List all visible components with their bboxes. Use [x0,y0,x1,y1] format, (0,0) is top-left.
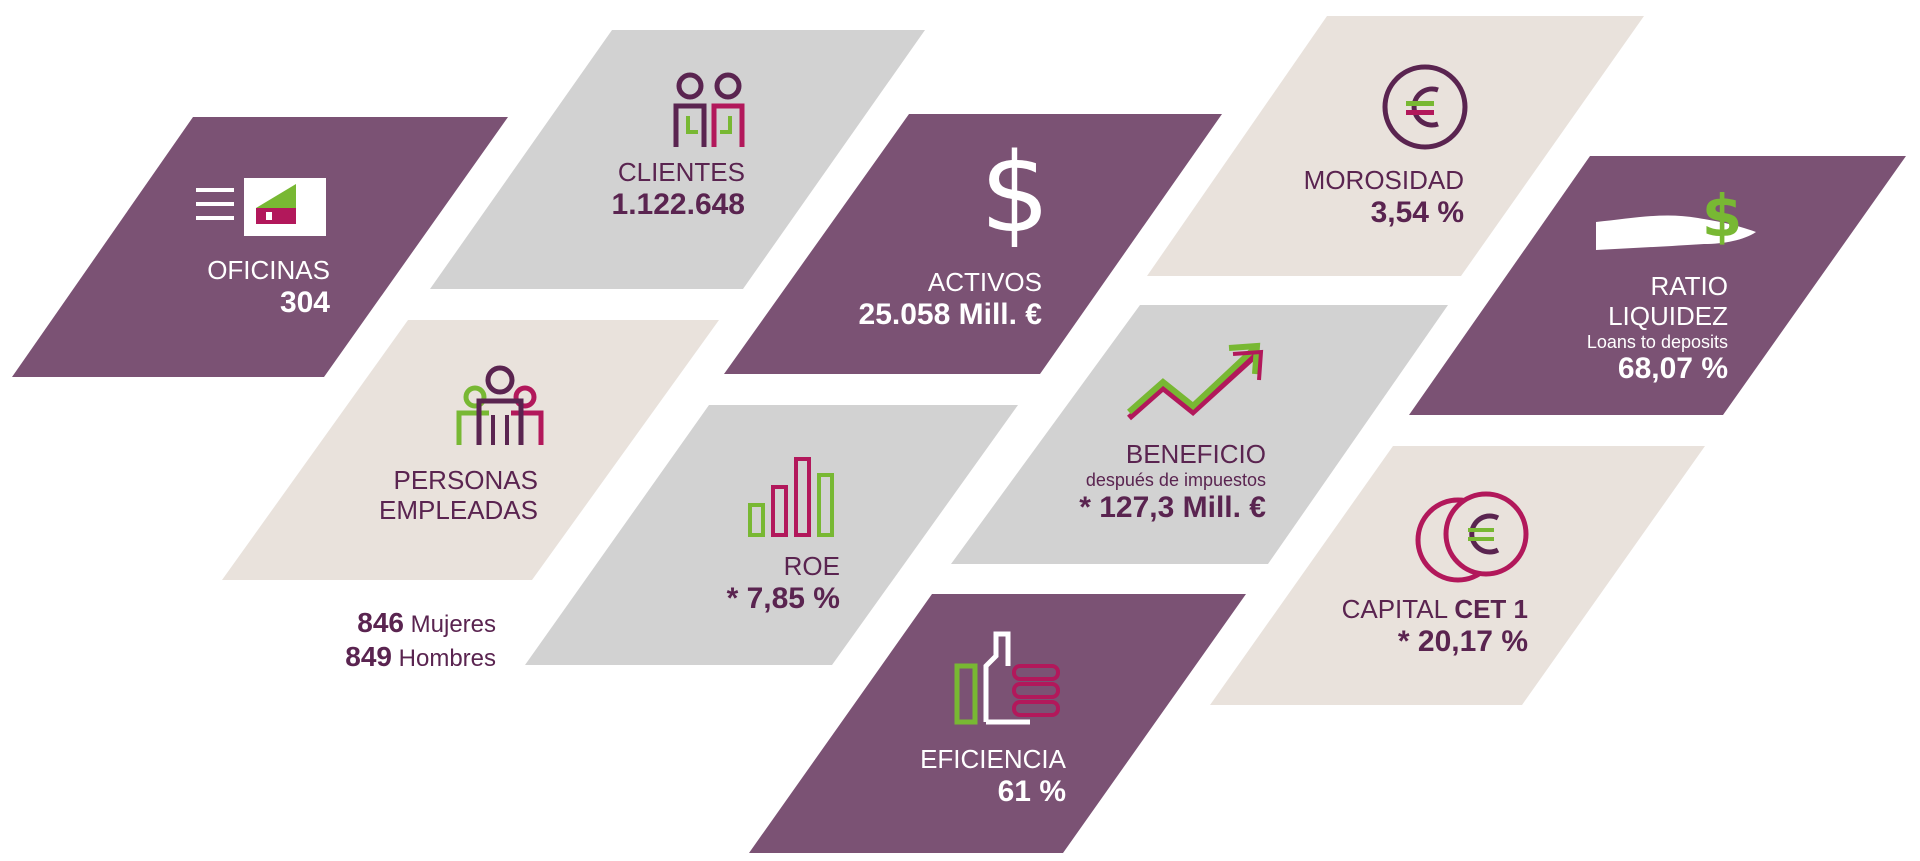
tile-activos: ACTIVOS 25.058 Mill. € [800,267,1042,332]
tile-clientes: CLIENTES 1.122.648 [560,157,745,222]
capital-label-bold: CET 1 [1454,594,1528,624]
men-label: Hombres [398,644,496,672]
beneficio-sublabel: después de impuestos [1085,469,1266,490]
tile-personas: PERSONAS EMPLEADAS [330,465,539,526]
beneficio-label: BENEFICIO [1125,439,1266,469]
ratio-value: 68,07 % [1617,352,1728,386]
clientes-label: CLIENTES [617,157,745,187]
tile-ratio: RATIO LIQUIDEZ Loans to deposits 68,07 % [1520,271,1728,387]
roe-label: ROE [783,551,840,581]
euro-circle-icon [1382,64,1468,150]
tile-roe: ROE * 7,85 % [680,551,840,616]
capital-label: CAPITAL CET 1 [1290,594,1528,625]
oficinas-label: OFICINAS [207,255,330,285]
clientes-value: 1.122.648 [611,187,745,221]
tile-beneficio: BENEFICIO después de impuestos * 127,3 M… [1030,439,1266,525]
tile-eficiencia: EFICIENCIA 61 % [880,744,1066,809]
ratio-label-2: LIQUIDEZ [1608,300,1728,331]
office-door-icon [196,178,326,236]
tile-ratio-bg [1409,156,1906,415]
coins-euro-icon [1415,491,1529,583]
beneficio-value: * 127,3 Mill. € [1079,490,1266,524]
tile-personas-bg [222,320,719,580]
activos-value: 25.058 Mill. € [858,297,1042,331]
women-label: Mujeres [410,611,496,638]
personas-label-2: EMPLEADAS [379,494,538,525]
bar-chart-icon [748,457,834,537]
tile-beneficio-bg [951,305,1448,564]
svg-text:$: $ [1702,182,1742,250]
employees-breakdown: 846 Mujeres 849 Hombres [280,606,496,674]
tile-morosidad-bg [1147,16,1644,276]
hand-dollar-icon: $ [1596,182,1756,250]
roe-value: * 7,85 % [726,581,840,615]
trend-up-arrow-icon [1127,342,1264,421]
men-stat: 849 Hombres [280,640,496,674]
morosidad-value: 3,54 % [1370,195,1464,229]
capital-value: * 20,17 % [1397,624,1528,658]
men-count: 849 [345,640,392,672]
oficinas-value: 304 [279,285,330,319]
morosidad-label: MOROSIDAD [1303,165,1464,195]
tile-activos-bg [724,114,1222,374]
dollar-icon: $ [980,129,1050,257]
eficiencia-value: 61 % [997,774,1066,808]
ratio-label-1: RATIO [1650,271,1728,301]
activos-label: ACTIVOS [927,267,1042,297]
clients-icon [673,72,745,147]
thumbs-up-icon [954,631,1060,725]
tile-capital-bg [1210,446,1705,705]
ratio-sublabel: Loans to deposits [1586,331,1728,352]
tile-oficinas-bg [12,117,508,377]
tile-capital: CAPITAL CET 1 * 20,17 % [1290,594,1528,659]
personas-label-1: PERSONAS [393,465,539,495]
women-count: 846 [357,607,404,638]
tile-morosidad: MOROSIDAD 3,54 % [1260,165,1464,230]
eficiencia-label: EFICIENCIA [920,744,1066,774]
women-stat: 846 Mujeres [280,606,496,640]
people-group-icon [456,365,544,445]
capital-label-text: CAPITAL [1341,594,1448,624]
tile-oficinas: OFICINAS 304 [150,255,330,320]
tile-clientes-bg [430,30,925,289]
